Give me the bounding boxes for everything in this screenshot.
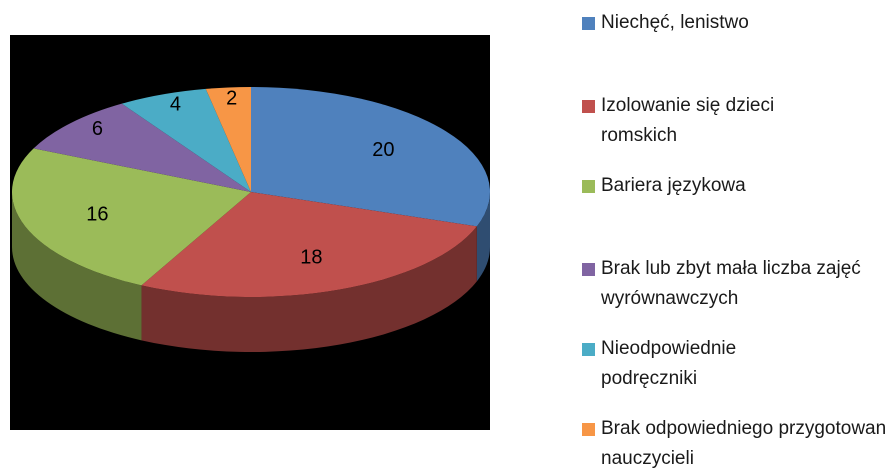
legend-swatch [582,17,595,30]
legend-item: Nieodpowiednie podręczniki [582,334,771,394]
legend-swatch [582,343,595,356]
legend-item: Brak lub zbyt mała liczba zajęć wyrównaw… [582,254,861,314]
legend-item: Bariera językowa [582,171,861,201]
data-label: 18 [300,247,322,269]
legend-label: Niechęć, lenistwo [601,12,749,33]
slice [121,88,252,192]
slice [205,87,251,192]
slice [141,192,477,297]
data-label: 6 [92,118,103,140]
legend-label: Izolowanie się dzieci romskich [601,95,775,146]
data-label: 20 [372,139,394,161]
data-label: 2 [226,87,237,109]
legend-item: Izolowanie się dzieci romskich [582,91,831,151]
legend-label: Brak odpowiedniego przygotowania nauczyc… [601,418,886,469]
legend-item: Niechęć, lenistwo [582,8,861,38]
slice-side [476,192,490,282]
slice [33,103,251,192]
slice-side [12,192,142,341]
legend-label: Nieodpowiednie podręczniki [601,338,737,389]
legend-swatch [582,180,595,193]
chart: 20 18 16 6 4 2 [10,35,490,430]
legend-label: Bariera językowa [601,175,746,196]
data-label: 4 [170,93,181,115]
legend-swatch [582,263,595,276]
slice-side [141,226,477,352]
slice [11,148,251,286]
legend-label: Brak lub zbyt mała liczba zajęć wyrównaw… [601,258,861,309]
slice [251,87,490,227]
data-label: 16 [86,204,108,226]
legend-swatch [582,423,595,436]
legend-item: Brak odpowiedniego przygotowania nauczyc… [582,414,886,470]
legend-swatch [582,100,595,113]
